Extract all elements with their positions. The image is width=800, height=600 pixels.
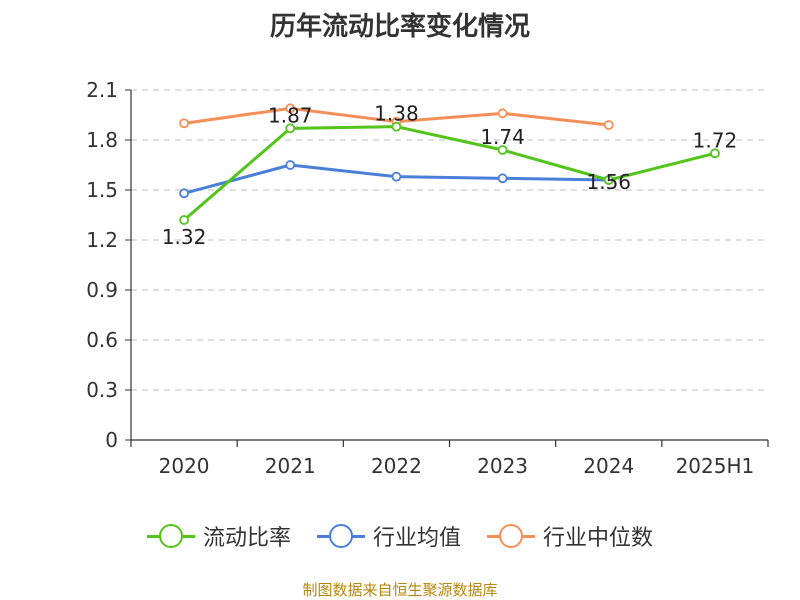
x-tick-label: 2024: [583, 454, 634, 478]
legend-marker-current-ratio: [146, 524, 195, 548]
data-label: 1.74: [480, 125, 525, 149]
data-point[interactable]: [391, 171, 402, 182]
y-tick-label: 0.9: [86, 278, 118, 302]
legend-item-industry-mean[interactable]: 行业均值: [316, 520, 461, 552]
x-tick-label: 2022: [371, 454, 422, 478]
data-point[interactable]: [179, 118, 189, 129]
source-note: 制图数据来自恒生聚源数据库: [302, 581, 498, 599]
x-tick-label: 2020: [159, 454, 210, 478]
y-tick-label: 0: [105, 428, 118, 452]
chart-title: 历年流动比率变化情况: [269, 12, 530, 42]
data-point[interactable]: [497, 145, 508, 155]
legend: 流动比率 行业均值 行业中位数: [0, 520, 800, 552]
data-point[interactable]: [603, 120, 614, 130]
data-label: 1.87: [268, 103, 313, 127]
data-point[interactable]: [285, 123, 296, 134]
series-lines: [179, 103, 720, 225]
data-point[interactable]: [497, 108, 508, 119]
y-tick-label: 0.6: [86, 328, 118, 352]
y-tick-label: 0.3: [86, 378, 118, 402]
x-tick-label: 2023: [477, 454, 528, 478]
x-tick-label: 2025H1: [676, 454, 755, 478]
x-tick-label: 2021: [265, 454, 316, 478]
legend-label-current-ratio: 流动比率: [202, 526, 291, 551]
data-point[interactable]: [285, 103, 296, 114]
y-tick-label: 1.5: [86, 178, 118, 202]
grid-lines: [131, 89, 768, 391]
y-tick-label: 1.2: [86, 228, 118, 252]
series-line: [183, 125, 716, 222]
legend-marker-industry-median: [487, 524, 535, 548]
data-label: 1.38: [374, 102, 419, 126]
y-tick-label: 1.8: [86, 128, 118, 152]
data-label: 1.32: [162, 225, 207, 249]
data-point[interactable]: [179, 215, 189, 225]
legend-label-industry-median: 行业中位数: [543, 526, 654, 551]
y-tick-label: 2.1: [86, 78, 118, 102]
data-label: 1.72: [693, 128, 738, 152]
data-point[interactable]: [179, 188, 189, 199]
legend-label-industry-mean: 行业均值: [372, 526, 461, 551]
data-label: 1.56: [586, 170, 631, 194]
data-labels: 1.32 1.87 1.38 1.74 1.56 1.72: [162, 102, 737, 249]
legend-item-current-ratio[interactable]: 流动比率: [146, 520, 291, 552]
data-point[interactable]: [285, 160, 296, 170]
data-point[interactable]: [603, 175, 614, 185]
data-point[interactable]: [497, 173, 508, 184]
data-point[interactable]: [710, 148, 720, 159]
legend-item-industry-median[interactable]: 行业中位数: [487, 520, 653, 552]
data-point[interactable]: [391, 121, 402, 132]
legend-marker-industry-mean: [316, 524, 365, 548]
axes: 0 0.3 0.6 0.9 1.2 1.5 1.8 2.1 2020 2021 2022 2023 20…: [86, 78, 769, 478]
